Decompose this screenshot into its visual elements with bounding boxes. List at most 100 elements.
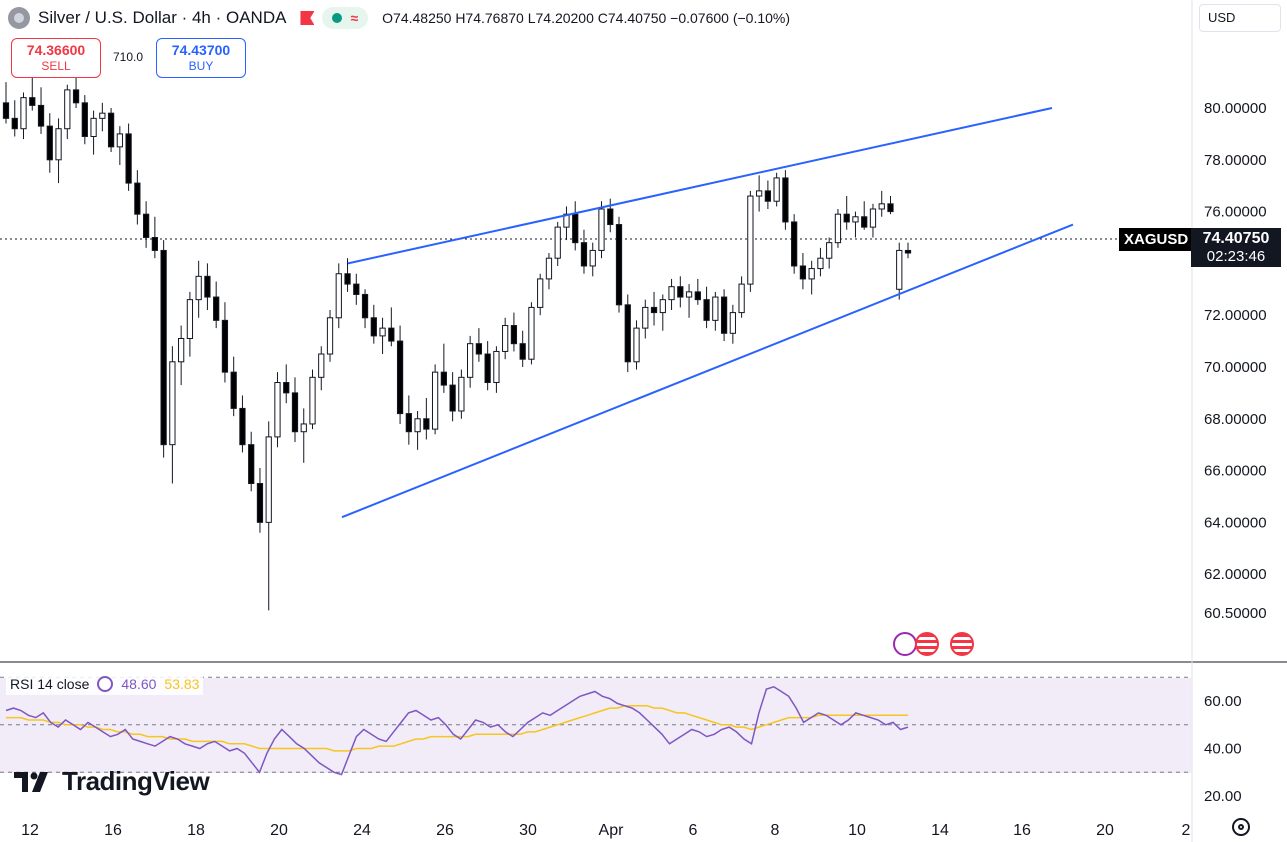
trendlines[interactable] [341, 107, 1074, 519]
candle-body [764, 190, 772, 202]
symbol-price-tag: XAGUSD [1119, 228, 1194, 251]
buy-button[interactable]: 74.43700 BUY [156, 38, 246, 78]
time-tick-label: 20 [1096, 822, 1114, 839]
price-tick-label: 76.00000 [1204, 204, 1267, 221]
candle-body [239, 407, 246, 446]
candle-body [633, 327, 640, 363]
price-axis: 80.00000 78.00000 76.00000 72.00000 70.00000… [1204, 100, 1267, 622]
candle-body [843, 213, 850, 223]
market-open-dot-icon [332, 13, 343, 23]
brand-text: TradingView [62, 766, 210, 796]
time-tick-label: 8 [771, 822, 780, 839]
candle-body [449, 384, 456, 412]
candle-body [896, 249, 903, 290]
candle-body [878, 203, 885, 210]
candle-body [720, 296, 728, 334]
candle-body [799, 265, 807, 280]
time-tick-label: 30 [519, 822, 537, 839]
rsi-source-icon[interactable] [97, 676, 114, 692]
candle-body [116, 133, 123, 148]
candle-body [598, 208, 605, 251]
currency-select[interactable]: USD [1199, 4, 1281, 32]
candle-body [11, 117, 18, 130]
tradingview-logo[interactable]: TradingView [14, 766, 210, 797]
price-tick-label: 64.00000 [1204, 514, 1267, 531]
candle-body [904, 249, 912, 254]
candle-body [747, 195, 754, 285]
candle-body [379, 327, 386, 337]
time-tick-label: Apr [599, 822, 625, 839]
candle-body [405, 413, 412, 433]
buy-label: BUY [188, 59, 214, 73]
candle-body [20, 97, 27, 130]
price-tick-label: 78.00000 [1204, 152, 1267, 169]
sell-price: 74.36600 [26, 42, 86, 58]
spread-value: 710.0 [113, 50, 144, 64]
time-tick-label: 24 [353, 822, 371, 839]
candle-body [99, 112, 106, 119]
candle-body [178, 337, 185, 363]
us-economic-event-icon-2[interactable] [950, 632, 974, 656]
rsi-lines [5, 685, 909, 776]
price-tick-label: 60.50000 [1204, 605, 1267, 622]
candle-body [668, 286, 675, 301]
candle-body [309, 376, 316, 425]
time-tick-label: 6 [689, 822, 698, 839]
rsi-legend[interactable]: RSI 14 close 48.60 53.83 [6, 673, 204, 695]
time-tick-label: 16 [104, 822, 122, 839]
candle-body [817, 257, 824, 270]
candle-body [738, 283, 745, 314]
candle-body [852, 216, 859, 223]
alert-flag-icon[interactable] [300, 11, 315, 25]
bar-countdown: 02:23:46 [1206, 248, 1266, 265]
symbol-title[interactable]: Silver / U.S. Dollar · 4h · OANDA [38, 8, 287, 27]
tradingview-logo-icon [14, 771, 48, 792]
candle-body [545, 257, 553, 280]
market-status-badge[interactable]: ≈ [322, 7, 369, 29]
settings-gear-icon[interactable] [1232, 818, 1250, 836]
price-tick-label: 80.00000 [1204, 100, 1267, 117]
candle-body [615, 224, 623, 306]
candle-body [64, 89, 71, 130]
candle-body [607, 208, 614, 226]
candle-body [475, 343, 483, 355]
candle-body [300, 423, 307, 433]
us-economic-event-icon[interactable] [915, 632, 939, 656]
candle-body [729, 312, 736, 334]
time-tick-label: 10 [848, 822, 866, 839]
candle-body [650, 306, 658, 314]
delayed-data-icon: ≈ [350, 10, 359, 26]
candle-body [186, 299, 194, 339]
candle-body [510, 325, 518, 345]
chart-header: Silver / U.S. Dollar · 4h · OANDA ≈ O74.… [0, 6, 790, 30]
candle-body [431, 371, 439, 430]
candle-body [90, 117, 97, 137]
rsi-label: RSI 14 close [10, 676, 90, 692]
rsi-axis: 60.00 40.00 20.00 [1204, 693, 1242, 805]
rsi-tick-label: 20.00 [1204, 788, 1242, 805]
candle-body [712, 296, 719, 321]
rsi-levels [0, 676, 1192, 773]
candle-body [440, 371, 447, 386]
candle-body [685, 291, 693, 298]
candle-body [519, 343, 526, 360]
sell-button[interactable]: 74.36600 SELL [11, 38, 101, 78]
time-tick-label: 14 [931, 822, 949, 839]
candle-body [283, 382, 290, 394]
time-tick-label: 12 [21, 822, 39, 839]
candle-body [142, 213, 150, 238]
candle-body [782, 177, 789, 223]
time-tick-label: 18 [187, 822, 205, 839]
candle-body [37, 104, 45, 127]
candle-body [572, 213, 579, 244]
candle-body [484, 353, 491, 384]
sell-label: SELL [41, 59, 71, 73]
candle-body [256, 483, 264, 523]
candle-body [554, 226, 561, 259]
time-axis: 12 16 18 20 24 26 30 Apr 6 8 10 14 16 20 2 [21, 822, 1190, 839]
events-icon[interactable] [893, 632, 917, 656]
candle-body [834, 213, 842, 244]
candle-body [493, 350, 500, 384]
candle-body [335, 273, 342, 319]
